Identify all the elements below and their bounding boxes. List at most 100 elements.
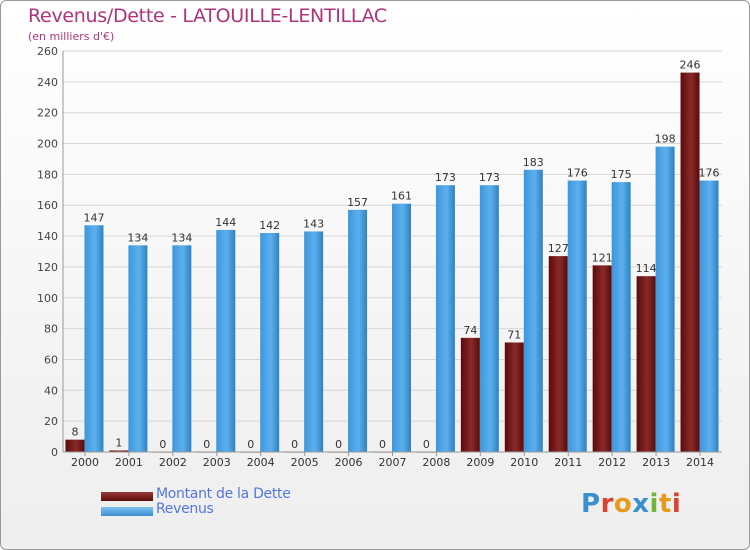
axis-layer: 0204060801001201401601802002202402602000… bbox=[37, 45, 722, 469]
revenue-value-label: 134 bbox=[171, 231, 192, 244]
y-tick-label: 240 bbox=[37, 76, 58, 89]
x-tick-label: 2008 bbox=[422, 456, 450, 469]
y-tick-label: 20 bbox=[44, 415, 58, 428]
x-tick-label: 2000 bbox=[71, 456, 99, 469]
debt-value-label: 1 bbox=[115, 436, 122, 449]
y-tick-label: 80 bbox=[44, 323, 58, 336]
revenue-bar bbox=[392, 203, 411, 452]
proxiti-logo: Proxiti bbox=[581, 489, 681, 519]
debt-bar bbox=[65, 439, 85, 452]
debt-value-label: 8 bbox=[71, 426, 78, 439]
revenue-value-label: 173 bbox=[435, 171, 456, 184]
revenue-bar bbox=[172, 245, 192, 452]
debt-value-label: 114 bbox=[636, 262, 657, 275]
logo-letter: P bbox=[581, 489, 601, 519]
x-tick-label: 2013 bbox=[642, 456, 670, 469]
revenue-bar bbox=[479, 185, 499, 452]
x-tick-label: 2005 bbox=[291, 456, 319, 469]
revenue-bar bbox=[523, 169, 543, 452]
x-tick-label: 2010 bbox=[510, 456, 538, 469]
debt-value-label: 74 bbox=[463, 324, 477, 337]
y-tick-label: 140 bbox=[37, 230, 58, 243]
chart-subtitle: (en milliers d'€) bbox=[28, 30, 115, 43]
revenue-value-label: 198 bbox=[655, 133, 676, 146]
x-tick-label: 2004 bbox=[247, 456, 275, 469]
legend-swatch-debt bbox=[101, 492, 153, 501]
revenue-bar bbox=[128, 245, 148, 452]
y-tick-label: 120 bbox=[37, 261, 58, 274]
debt-bar bbox=[109, 450, 129, 452]
revenue-value-label: 134 bbox=[127, 231, 148, 244]
debt-value-label: 127 bbox=[548, 242, 569, 255]
debt-value-label: 0 bbox=[335, 438, 342, 451]
y-tick-label: 260 bbox=[37, 45, 58, 58]
y-tick-label: 200 bbox=[37, 138, 58, 151]
legend-label-debt: Montant de la Dette bbox=[156, 486, 291, 502]
x-tick-label: 2006 bbox=[335, 456, 363, 469]
debt-bar bbox=[504, 342, 524, 452]
debt-value-label: 0 bbox=[203, 438, 210, 451]
y-tick-label: 180 bbox=[37, 168, 58, 181]
y-tick-label: 60 bbox=[44, 353, 58, 366]
revenue-value-label: 143 bbox=[303, 217, 324, 230]
revenue-value-label: 144 bbox=[215, 216, 236, 229]
logo-letter: i bbox=[649, 489, 659, 519]
debt-bar bbox=[636, 276, 656, 452]
logo-letter: r bbox=[600, 489, 614, 519]
x-tick-label: 2001 bbox=[115, 456, 143, 469]
revenue-bar bbox=[216, 229, 236, 452]
debt-value-label: 121 bbox=[592, 251, 613, 264]
debt-bar bbox=[592, 265, 612, 452]
revenue-bar bbox=[84, 225, 104, 452]
x-tick-label: 2003 bbox=[203, 456, 231, 469]
y-tick-label: 40 bbox=[44, 384, 58, 397]
revenue-bar bbox=[611, 182, 631, 452]
debt-value-label: 0 bbox=[159, 438, 166, 451]
debt-value-label: 0 bbox=[247, 438, 254, 451]
debt-value-label: 0 bbox=[379, 438, 386, 451]
logo-letter: x bbox=[632, 489, 650, 519]
revenue-bar bbox=[435, 185, 455, 452]
x-tick-label: 2011 bbox=[554, 456, 582, 469]
revenue-bar bbox=[304, 231, 324, 452]
y-tick-label: 160 bbox=[37, 199, 58, 212]
revenue-value-label: 147 bbox=[83, 211, 104, 224]
revenue-bar bbox=[348, 209, 368, 452]
revenue-value-label: 142 bbox=[259, 219, 280, 232]
legend-swatch-revenue bbox=[101, 507, 153, 516]
bar-layer bbox=[65, 72, 719, 453]
revenue-value-label: 176 bbox=[567, 167, 588, 180]
revenue-value-label: 175 bbox=[611, 168, 632, 181]
debt-bar bbox=[548, 256, 568, 452]
legend-label-revenue: Revenus bbox=[156, 501, 214, 517]
x-tick-label: 2002 bbox=[159, 456, 187, 469]
debt-bar bbox=[680, 72, 700, 452]
revenue-value-label: 176 bbox=[699, 167, 720, 180]
y-tick-label: 0 bbox=[51, 446, 58, 459]
revenue-value-label: 157 bbox=[347, 196, 368, 209]
x-tick-label: 2009 bbox=[466, 456, 494, 469]
label-layer: 8 147 1 134 0 134 0 144 0 142 0 143 0 157 0 161 0 173 74 17… bbox=[71, 59, 719, 451]
debt-value-label: 71 bbox=[507, 328, 521, 341]
revenue-bar bbox=[699, 180, 719, 453]
x-tick-label: 2007 bbox=[379, 456, 407, 469]
debt-value-label: 0 bbox=[291, 438, 298, 451]
x-tick-label: 2012 bbox=[598, 456, 626, 469]
debt-value-label: 246 bbox=[680, 59, 701, 72]
chart-title: Revenus/Dette - LATOUILLE-LENTILLAC bbox=[28, 5, 387, 27]
logo-letter: t bbox=[658, 489, 672, 519]
y-tick-label: 220 bbox=[37, 107, 58, 120]
logo-letter: i bbox=[671, 489, 682, 519]
revenue-bar bbox=[260, 232, 280, 452]
x-tick-label: 2014 bbox=[686, 456, 714, 469]
y-tick-label: 100 bbox=[37, 292, 58, 305]
revenue-bar bbox=[655, 146, 675, 452]
revenue-value-label: 183 bbox=[523, 156, 544, 169]
debt-value-label: 0 bbox=[423, 438, 430, 451]
revenue-bar bbox=[567, 180, 587, 453]
revenue-value-label: 161 bbox=[391, 190, 412, 203]
revenue-value-label: 173 bbox=[479, 171, 500, 184]
debt-bar bbox=[460, 337, 480, 452]
